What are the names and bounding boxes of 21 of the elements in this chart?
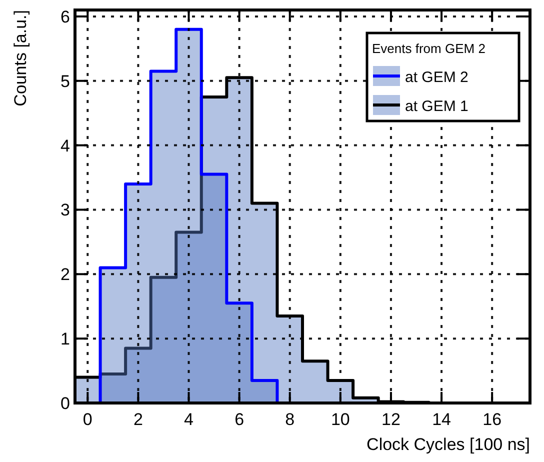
x-tick-label: 0 bbox=[82, 410, 92, 429]
y-tick-label: 0 bbox=[60, 394, 70, 413]
x-tick-label: 4 bbox=[184, 410, 194, 429]
y-tick-label: 6 bbox=[60, 7, 70, 26]
y-tick-label: 1 bbox=[60, 330, 70, 349]
x-tick-label: 8 bbox=[285, 410, 295, 429]
y-axis-title: Counts [a.u.] bbox=[11, 10, 30, 106]
x-tick-label: 6 bbox=[234, 410, 244, 429]
y-tick-label: 2 bbox=[60, 265, 70, 284]
y-tick-label: 5 bbox=[60, 72, 70, 91]
x-axis-title: Clock Cycles [100 ns] bbox=[366, 435, 530, 454]
x-tick-label: 16 bbox=[482, 410, 502, 429]
legend-title: Events from GEM 2 bbox=[372, 41, 486, 56]
x-tick-label: 12 bbox=[382, 410, 400, 429]
x-tick-label: 14 bbox=[432, 410, 451, 429]
y-tick-label: 4 bbox=[60, 136, 70, 156]
y-tick-label: 3 bbox=[60, 200, 70, 220]
x-tick-label: 2 bbox=[133, 410, 143, 429]
x-tick-label: 10 bbox=[330, 410, 350, 429]
legend-label: at GEM 1 bbox=[405, 98, 468, 115]
legend-label: at GEM 2 bbox=[405, 69, 468, 86]
